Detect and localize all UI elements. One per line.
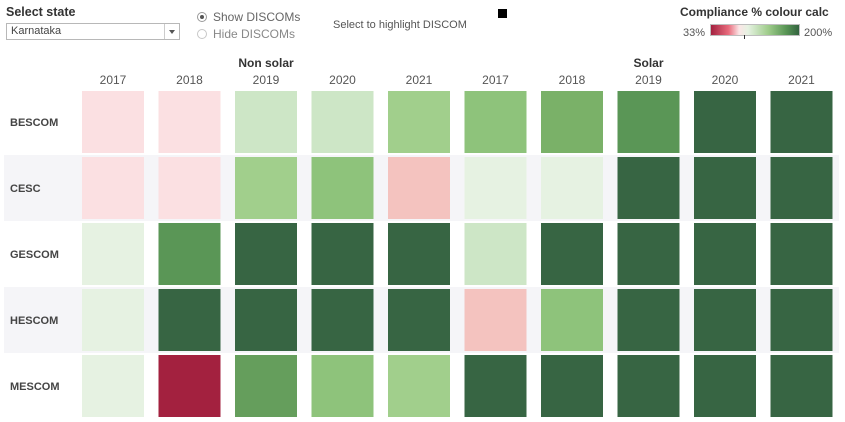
heatmap-cell[interactable] xyxy=(158,157,221,219)
heatmap-cell[interactable] xyxy=(541,157,603,219)
group-header-0: Non solar xyxy=(238,56,294,70)
highlight-discom-toggle[interactable] xyxy=(498,9,507,18)
heatmap-cell[interactable] xyxy=(388,289,450,351)
heatmap-cell[interactable] xyxy=(235,355,297,417)
heatmap-cell[interactable] xyxy=(770,91,833,153)
show-discoms-label: Show DISCOMs xyxy=(213,10,301,24)
heatmap-cell[interactable] xyxy=(541,355,603,417)
heatmap-cell[interactable] xyxy=(464,157,527,219)
heatmap-cell[interactable] xyxy=(464,223,527,285)
heatmap-cell[interactable] xyxy=(541,91,603,153)
select-state-label: Select state xyxy=(6,5,76,19)
heatmap-cell[interactable] xyxy=(388,157,450,219)
row-label-bescom: BESCOM xyxy=(10,117,58,129)
heatmap-cell[interactable] xyxy=(82,223,144,285)
heatmap-cell[interactable] xyxy=(464,355,527,417)
legend-max-label: 200% xyxy=(804,27,833,39)
heatmap-cell[interactable] xyxy=(311,355,374,417)
heatmap-cell[interactable] xyxy=(158,91,221,153)
heatmap-cell[interactable] xyxy=(388,91,450,153)
heatmap-cell[interactable] xyxy=(464,91,527,153)
column-year-label: 2021 xyxy=(406,73,433,87)
heatmap-cell[interactable] xyxy=(617,157,680,219)
column-year-label: 2020 xyxy=(329,73,356,87)
row-label-cesc: CESC xyxy=(10,183,41,195)
heatmap-cell[interactable] xyxy=(311,289,374,351)
heatmap-cell[interactable] xyxy=(541,289,603,351)
heatmap-cell[interactable] xyxy=(694,289,756,351)
legend-color-ramp xyxy=(710,24,800,36)
chevron-down-icon[interactable] xyxy=(164,24,179,39)
show-discoms-radio[interactable]: Show DISCOMs xyxy=(197,10,300,24)
heatmap-cell[interactable] xyxy=(311,223,374,285)
heatmap-cell[interactable] xyxy=(770,355,833,417)
heatmap-cell[interactable] xyxy=(82,91,144,153)
heatmap-cell[interactable] xyxy=(770,223,833,285)
heatmap-cell[interactable] xyxy=(82,289,144,351)
heatmap-cell[interactable] xyxy=(235,91,297,153)
heatmap-cell[interactable] xyxy=(617,223,680,285)
hide-discoms-radio[interactable]: Hide DISCOMs xyxy=(197,27,295,41)
hide-discoms-label: Hide DISCOMs xyxy=(213,27,296,41)
row-label-hescom: HESCOM xyxy=(10,315,58,327)
heatmap-cell[interactable] xyxy=(158,355,221,417)
radio-unselected-icon[interactable] xyxy=(197,29,207,39)
legend-min-label: 33% xyxy=(683,27,706,39)
heatmap-cell[interactable] xyxy=(617,91,680,153)
heatmap-cell[interactable] xyxy=(617,289,680,351)
heatmap-cell[interactable] xyxy=(82,355,144,417)
highlight-discom-label: Select to highlight DISCOM xyxy=(333,19,467,31)
heatmap-cell[interactable] xyxy=(311,157,374,219)
heatmap-cell[interactable] xyxy=(158,223,221,285)
heatmap-cell[interactable] xyxy=(235,157,297,219)
radio-selected-icon[interactable] xyxy=(197,12,207,22)
heatmap-cell[interactable] xyxy=(235,223,297,285)
heatmap-cell[interactable] xyxy=(464,289,527,351)
heatmap-cell[interactable] xyxy=(388,223,450,285)
heatmap-cell[interactable] xyxy=(541,223,603,285)
heatmap-cell[interactable] xyxy=(388,355,450,417)
column-year-label: 2021 xyxy=(788,73,815,87)
heatmap-cell[interactable] xyxy=(770,289,833,351)
group-header-1: Solar xyxy=(633,56,663,70)
column-year-label: 2018 xyxy=(176,73,203,87)
row-label-gescom: GESCOM xyxy=(10,249,59,261)
column-year-label: 2017 xyxy=(100,73,127,87)
legend-center-tick xyxy=(744,35,745,39)
heatmap-cell[interactable] xyxy=(617,355,680,417)
column-year-label: 2018 xyxy=(559,73,586,87)
heatmap-cell[interactable] xyxy=(694,223,756,285)
heatmap-cell[interactable] xyxy=(158,289,221,351)
legend-title: Compliance % colour calc xyxy=(680,5,829,19)
heatmap-cell[interactable] xyxy=(770,157,833,219)
heatmap-cell[interactable] xyxy=(694,355,756,417)
heatmap-cell[interactable] xyxy=(694,157,756,219)
column-year-label: 2019 xyxy=(253,73,280,87)
state-dropdown[interactable]: Karnataka xyxy=(6,23,180,40)
heatmap-cell[interactable] xyxy=(694,91,756,153)
row-label-mescom: MESCOM xyxy=(10,381,60,393)
heatmap-cell[interactable] xyxy=(311,91,374,153)
column-year-label: 2019 xyxy=(635,73,662,87)
heatmap-cell[interactable] xyxy=(82,157,144,219)
state-dropdown-value: Karnataka xyxy=(11,25,62,37)
heatmap-cell[interactable] xyxy=(235,289,297,351)
column-year-label: 2017 xyxy=(482,73,509,87)
column-year-label: 2020 xyxy=(712,73,739,87)
